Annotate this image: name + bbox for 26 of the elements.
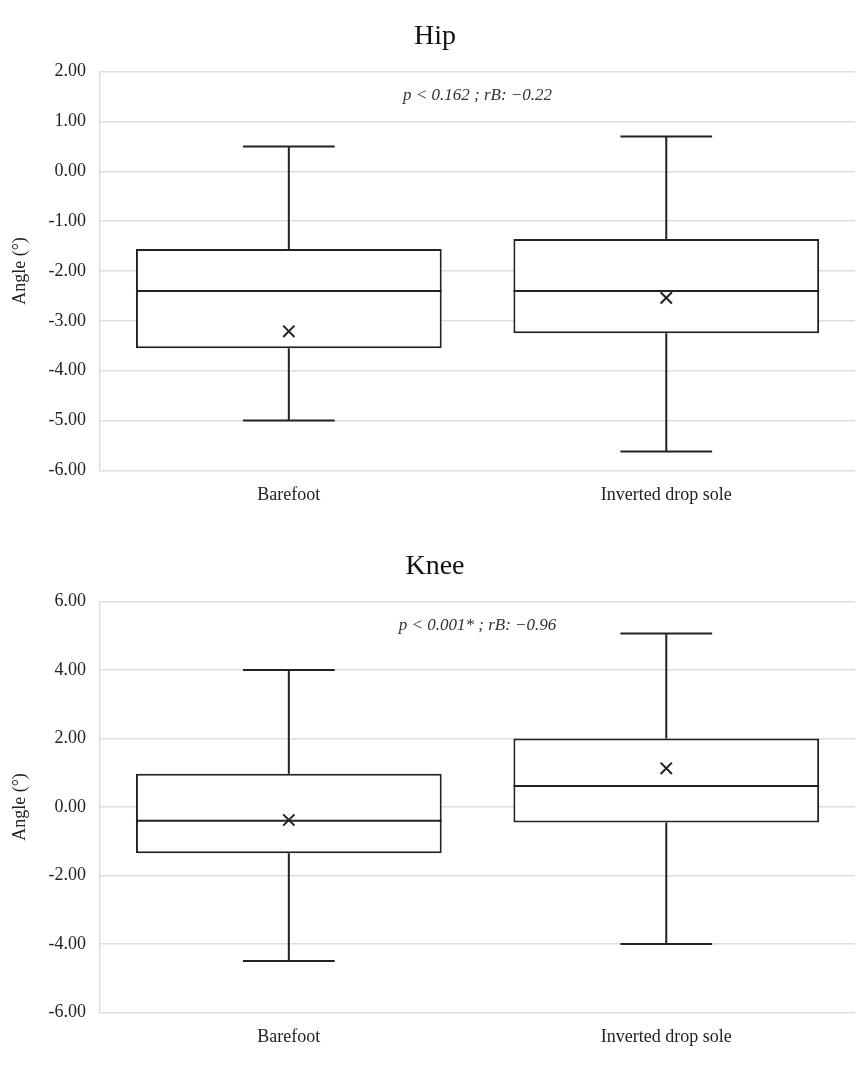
y-tick-label: 4.00: [54, 658, 87, 679]
y-tick-label: -2.00: [48, 864, 87, 885]
y-tick-label: -1.00: [48, 209, 87, 230]
x-tick-label: Barefoot: [257, 483, 321, 504]
y-tick-label: -4.00: [48, 359, 87, 380]
y-tick-label: -6.00: [48, 1001, 87, 1022]
y-tick-label: 0.00: [54, 795, 87, 816]
y-tick-label: 6.00: [54, 590, 87, 611]
y-tick-label: 1.00: [54, 110, 87, 131]
y-tick-label: -4.00: [48, 932, 87, 953]
y-tick-label: -3.00: [48, 309, 87, 330]
annotation: p < 0.162 ; rB: −0.22: [402, 85, 553, 105]
y-tick-label: -2.00: [48, 259, 87, 280]
y-tick-label: 2.00: [54, 727, 87, 748]
x-tick-label: Barefoot: [257, 1025, 321, 1046]
y-axis-title: Angle (°): [8, 773, 30, 841]
annotation: p < 0.001* ; rB: −0.96: [397, 615, 557, 635]
y-tick-label: 2.00: [54, 60, 87, 81]
y-axis-title: Angle (°): [8, 237, 30, 305]
y-tick-label: -5.00: [48, 409, 87, 430]
chart-title: Knee: [405, 549, 465, 581]
y-tick-label: -6.00: [48, 459, 87, 480]
y-tick-label: 0.00: [54, 160, 87, 181]
x-tick-label: Inverted drop sole: [600, 1025, 732, 1046]
x-tick-label: Inverted drop sole: [600, 483, 732, 504]
chart-title: Hip: [414, 19, 456, 51]
